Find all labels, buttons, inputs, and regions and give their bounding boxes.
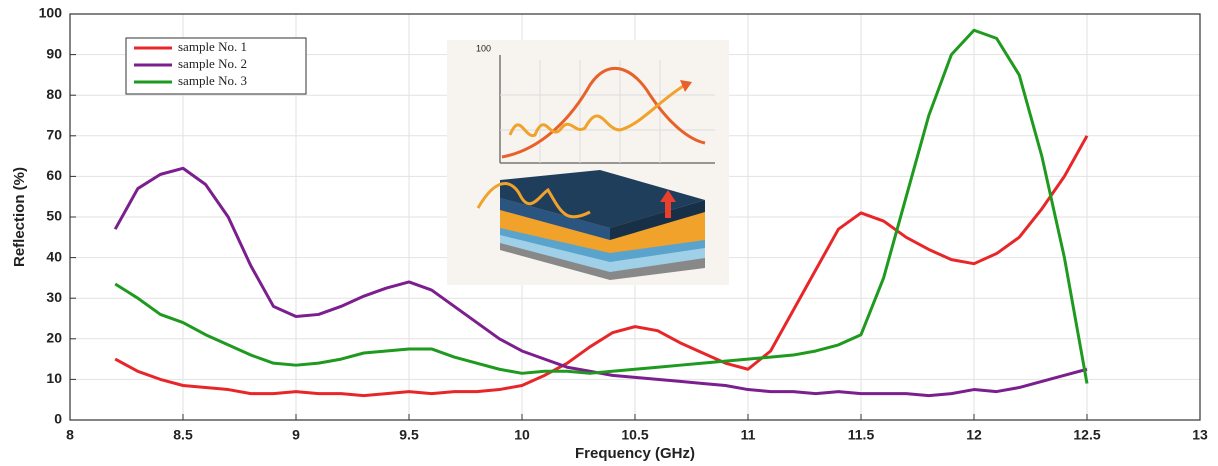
x-tick-label: 9.5: [399, 427, 419, 443]
y-tick-label: 20: [46, 330, 62, 346]
y-tick-label: 60: [46, 167, 62, 183]
y-tick-label: 10: [46, 370, 62, 386]
legend-label: sample No. 3: [178, 73, 247, 88]
x-tick-label: 10: [514, 427, 530, 443]
x-tick-label: 11: [741, 427, 756, 443]
legend-label: sample No. 1: [178, 39, 247, 54]
y-tick-label: 40: [46, 248, 62, 264]
inset-label: 100: [476, 43, 491, 53]
legend-label: sample No. 2: [178, 56, 247, 71]
inset-illustration: 100: [447, 40, 729, 285]
y-tick-label: 30: [46, 289, 62, 305]
y-axis-label: Reflection (%): [11, 167, 28, 267]
y-tick-label: 100: [39, 5, 63, 21]
x-axis-label: Frequency (GHz): [575, 445, 695, 462]
x-tick-label: 10.5: [621, 427, 648, 443]
y-tick-label: 0: [54, 411, 62, 427]
x-tick-label: 9: [292, 427, 300, 443]
x-tick-label: 11.5: [848, 427, 875, 443]
y-tick-label: 80: [46, 86, 62, 102]
x-tick-label: 8: [66, 427, 74, 443]
legend: sample No. 1 sample No. 2 sample No. 3: [126, 38, 306, 94]
x-tick-label: 12.5: [1073, 427, 1100, 443]
x-tick-label: 12: [966, 427, 982, 443]
x-tick-label: 8.5: [173, 427, 193, 443]
y-tick-label: 50: [46, 208, 62, 224]
y-tick-label: 70: [46, 127, 62, 143]
x-tick-label: 13: [1192, 427, 1208, 443]
chart: 100 Frequency (GHz) Reflection (%) 0 10 20…: [0, 0, 1218, 466]
y-tick-label: 90: [46, 45, 62, 61]
